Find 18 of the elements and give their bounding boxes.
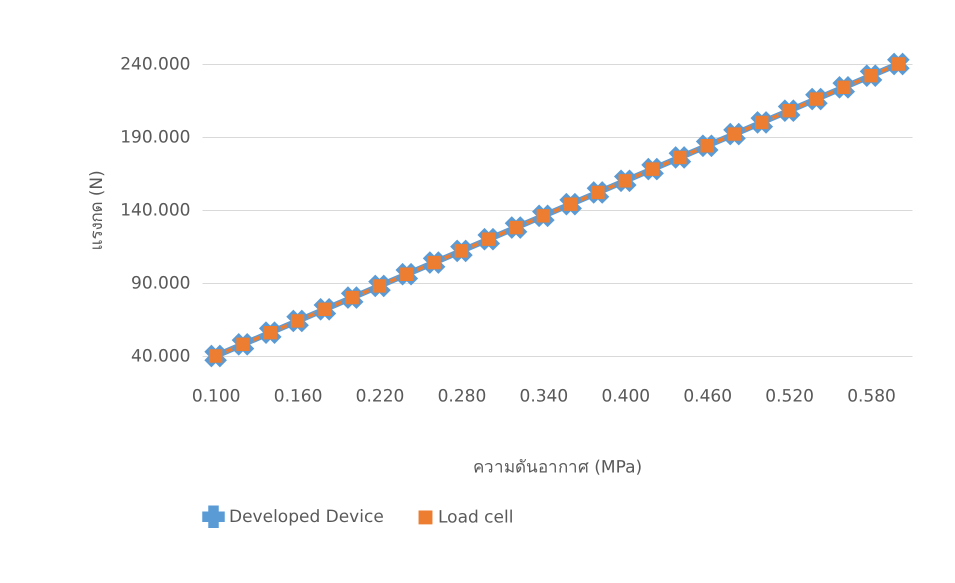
x-tick-label: 0.160 bbox=[274, 386, 322, 406]
y-tick-label: 40.000 bbox=[131, 346, 190, 366]
x-tick-label: 0.340 bbox=[520, 386, 568, 406]
x-axis-title: ความดันอากาศ (MPa) bbox=[472, 458, 642, 478]
y-tick-label: 140.000 bbox=[120, 200, 190, 220]
x-tick-label: 0.520 bbox=[765, 386, 814, 406]
x-tick-label: 0.460 bbox=[683, 386, 732, 406]
x-tick-label: 0.580 bbox=[847, 386, 896, 406]
y-tick-label: 240.000 bbox=[120, 54, 190, 74]
x-tick-label: 0.220 bbox=[356, 386, 404, 406]
legend-label: Load cell bbox=[438, 507, 514, 528]
x-tick-label: 0.400 bbox=[601, 386, 650, 406]
y-tick-label: 90.000 bbox=[131, 274, 190, 294]
y-tick-label: 190.000 bbox=[120, 128, 190, 148]
x-tick-label: 0.280 bbox=[438, 386, 486, 406]
x-tick-label: 0.100 bbox=[192, 386, 240, 406]
legend-label: Developed Device bbox=[229, 506, 384, 527]
y-axis-title: แรงกด (N) bbox=[87, 170, 108, 251]
